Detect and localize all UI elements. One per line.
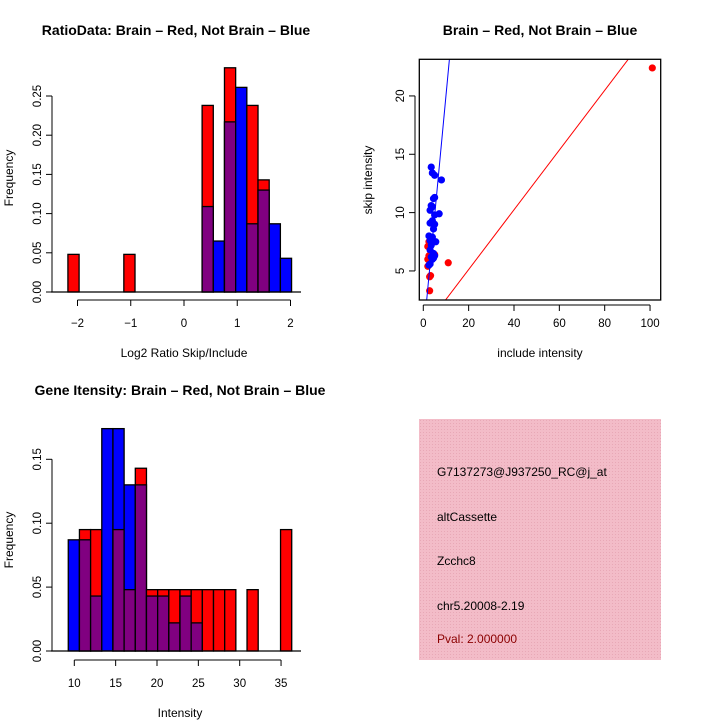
x-axis-label: Log2 Ratio Skip/Include [121,346,248,360]
x-tick-label: −2 [71,318,84,330]
gene-name: Zcchc8 [437,554,476,568]
bar-brain [246,589,259,652]
location: chr5.20008-2.19 [437,599,525,613]
x-tick-label: 40 [508,318,521,330]
bar-not-brain [101,427,114,652]
y-tick-label: 0.05 [32,242,44,264]
fit-line-not-brain [426,59,450,300]
y-axis-label: Frequency [2,512,16,569]
point-brain [444,259,452,267]
y-tick-label: 15 [395,148,407,161]
point-not-brain [431,252,439,260]
x-tick-label: 10 [68,678,81,690]
bar-overlap [89,595,103,652]
bar-not-brain [279,257,293,293]
info-panel-background [419,419,661,660]
x-axis-label: Intensity [158,706,203,720]
y-tick-label: 0.10 [32,512,44,534]
bar-overlap [168,622,181,652]
x-tick-label: 30 [233,678,246,690]
bar-not-brain [67,539,81,652]
bar-brain [201,589,215,652]
x-axis-label: include intensity [497,346,582,360]
y-tick-label: 0.25 [32,85,44,107]
chart-title: RatioData: Brain – Red, Not Brain – Blue [42,22,311,38]
bar-overlap [112,528,125,652]
intensity-scatter: Brain – Red, Not Brain – Blue include in… [361,22,662,360]
x-tick-label: 100 [640,318,659,330]
bar-brain [279,528,293,652]
bar-not-brain [268,223,282,293]
bar-overlap [145,595,159,652]
bar-overlap [179,595,192,652]
plot-area [424,59,656,300]
bar-not-brain [212,240,226,293]
bar-overlap [134,484,148,652]
bar-brain [224,589,237,652]
bar-overlap [78,539,92,652]
x-tick-label: 20 [462,318,475,330]
fit-line-brain [444,59,629,300]
chart-title: Brain – Red, Not Brain – Blue [443,22,638,38]
ratio-histogram: RatioData: Brain – Red, Not Brain – Blue… [2,22,310,360]
y-axis-label: Frequency [2,150,16,207]
x-tick-label: 25 [192,678,205,690]
bar-not-brain [235,86,248,293]
x-tick-label: −1 [124,318,137,330]
bar-brain [212,589,226,652]
x-tick-label: 2 [287,318,293,330]
bar-overlap [201,205,214,293]
x-tick-label: 0 [420,318,426,330]
plot-box [418,58,662,301]
point-not-brain [427,163,435,171]
bar-overlap [190,622,203,652]
x-tick-label: 80 [598,318,611,330]
bar-brain [123,253,136,293]
y-tick-label: 0.00 [32,640,44,662]
x-tick-label: 15 [109,678,122,690]
event-type: altCassette [437,510,497,524]
info-panel: G7137273@J937250_RC@j_at altCassette Zcc… [419,419,661,660]
point-brain [426,272,435,280]
y-axis-label: skip intensity [361,146,375,215]
chart-title: Gene Itensity: Brain – Red, Not Brain – … [35,382,326,398]
y-tick-label: 0.15 [32,448,44,470]
y-tick-label: 10 [395,206,407,219]
x-tick-label: 35 [275,678,288,690]
point-not-brain [431,193,439,202]
y-tick-label: 0.00 [32,281,44,303]
point-not-brain [427,202,435,210]
bar-overlap [223,121,237,293]
probe-id: G7137273@J937250_RC@j_at [437,465,607,479]
y-tick-label: 5 [395,268,407,274]
bar-overlap [257,189,270,293]
y-tick-label: 0.15 [32,163,44,185]
gene-intensity-histogram: Gene Itensity: Brain – Red, Not Brain – … [2,382,326,720]
x-tick-label: 20 [151,678,164,690]
y-tick-label: 20 [395,90,407,103]
x-tick-label: 60 [553,318,566,330]
x-tick-label: 1 [234,318,240,330]
bar-overlap [156,595,170,652]
x-tick-label: 0 [181,318,187,330]
bar-overlap [246,223,259,293]
y-tick-label: 0.10 [32,202,44,224]
pval: Pval: 2.000000 [437,632,517,646]
point-not-brain [425,261,433,269]
point-brain [648,64,656,72]
point-not-brain [431,171,439,179]
point-not-brain [437,176,446,184]
y-tick-label: 0.20 [32,124,44,146]
bar-overlap [123,589,136,652]
bar-brain [67,253,80,293]
y-tick-label: 0.05 [32,576,44,598]
